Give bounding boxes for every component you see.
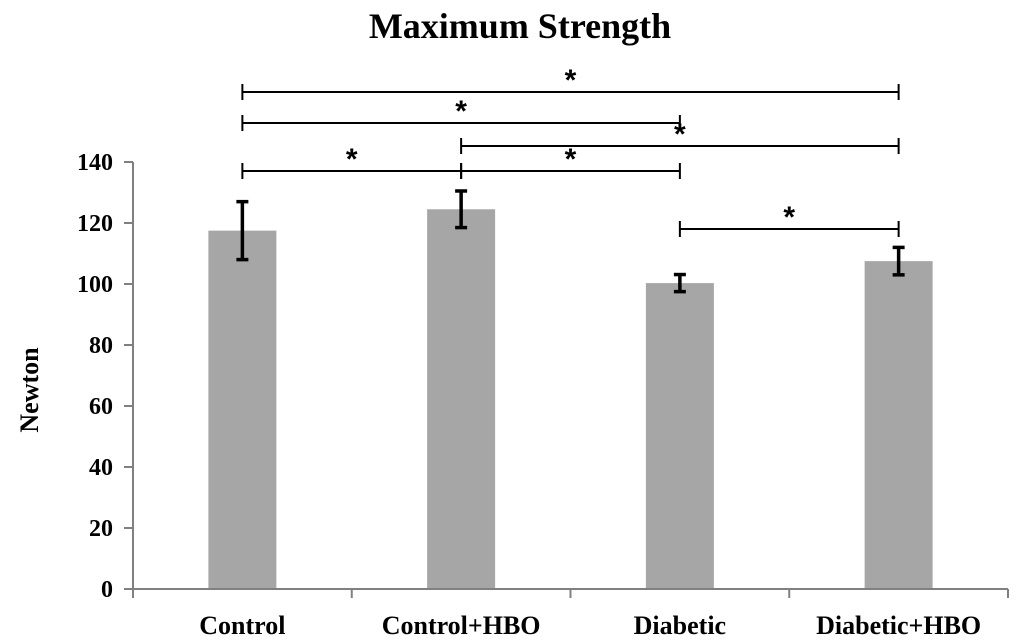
significance-bracket-1: * bbox=[241, 64, 900, 100]
axes-layer: 0 20 40 60 80 100 120 140 Control Control+HBO Diab… bbox=[77, 150, 1009, 640]
bar-1 bbox=[208, 230, 277, 589]
significance-star-5: * bbox=[565, 143, 577, 176]
y-tick-label: 60 bbox=[89, 394, 113, 420]
error-bar-1 bbox=[236, 199, 249, 262]
significance-bracket-6: * bbox=[678, 201, 900, 237]
significance-star-3: * bbox=[674, 118, 686, 151]
y-tick-label: 100 bbox=[77, 272, 113, 298]
significance-star-1: * bbox=[565, 64, 577, 97]
significance-star-6: * bbox=[783, 201, 795, 234]
significance-bracket-3: * bbox=[460, 118, 900, 154]
bar-3 bbox=[645, 283, 714, 589]
y-tick-label: 40 bbox=[89, 455, 113, 481]
error-bars-layer bbox=[236, 189, 905, 294]
significance-layer: * * * * * * bbox=[241, 64, 900, 237]
error-bar-3 bbox=[673, 272, 686, 294]
error-bar-2 bbox=[455, 189, 468, 230]
y-tick-label: 120 bbox=[77, 211, 113, 237]
error-bar-4 bbox=[892, 245, 905, 277]
y-tick-label: 0 bbox=[101, 577, 113, 603]
x-tick-label: Control+HBO bbox=[382, 611, 541, 640]
y-tick-label: 140 bbox=[77, 150, 113, 176]
x-tick-label: Control bbox=[199, 611, 285, 640]
significance-star-2: * bbox=[455, 95, 467, 128]
significance-bracket-2: * bbox=[241, 95, 681, 131]
bar-2 bbox=[427, 209, 496, 589]
significance-star-4: * bbox=[346, 143, 358, 176]
y-tick-label: 20 bbox=[89, 516, 113, 542]
significance-bracket-4: * bbox=[241, 143, 463, 179]
chart-title: Maximum Strength bbox=[369, 6, 671, 46]
x-tick-label: Diabetic+HBO bbox=[816, 611, 981, 640]
y-axis-label: Newton bbox=[15, 347, 44, 433]
x-tick-label: Diabetic bbox=[634, 611, 726, 640]
bar-4 bbox=[864, 261, 933, 589]
y-tick-label: 80 bbox=[89, 333, 113, 359]
bars-layer bbox=[208, 209, 933, 589]
significance-bracket-5: * bbox=[460, 143, 681, 179]
